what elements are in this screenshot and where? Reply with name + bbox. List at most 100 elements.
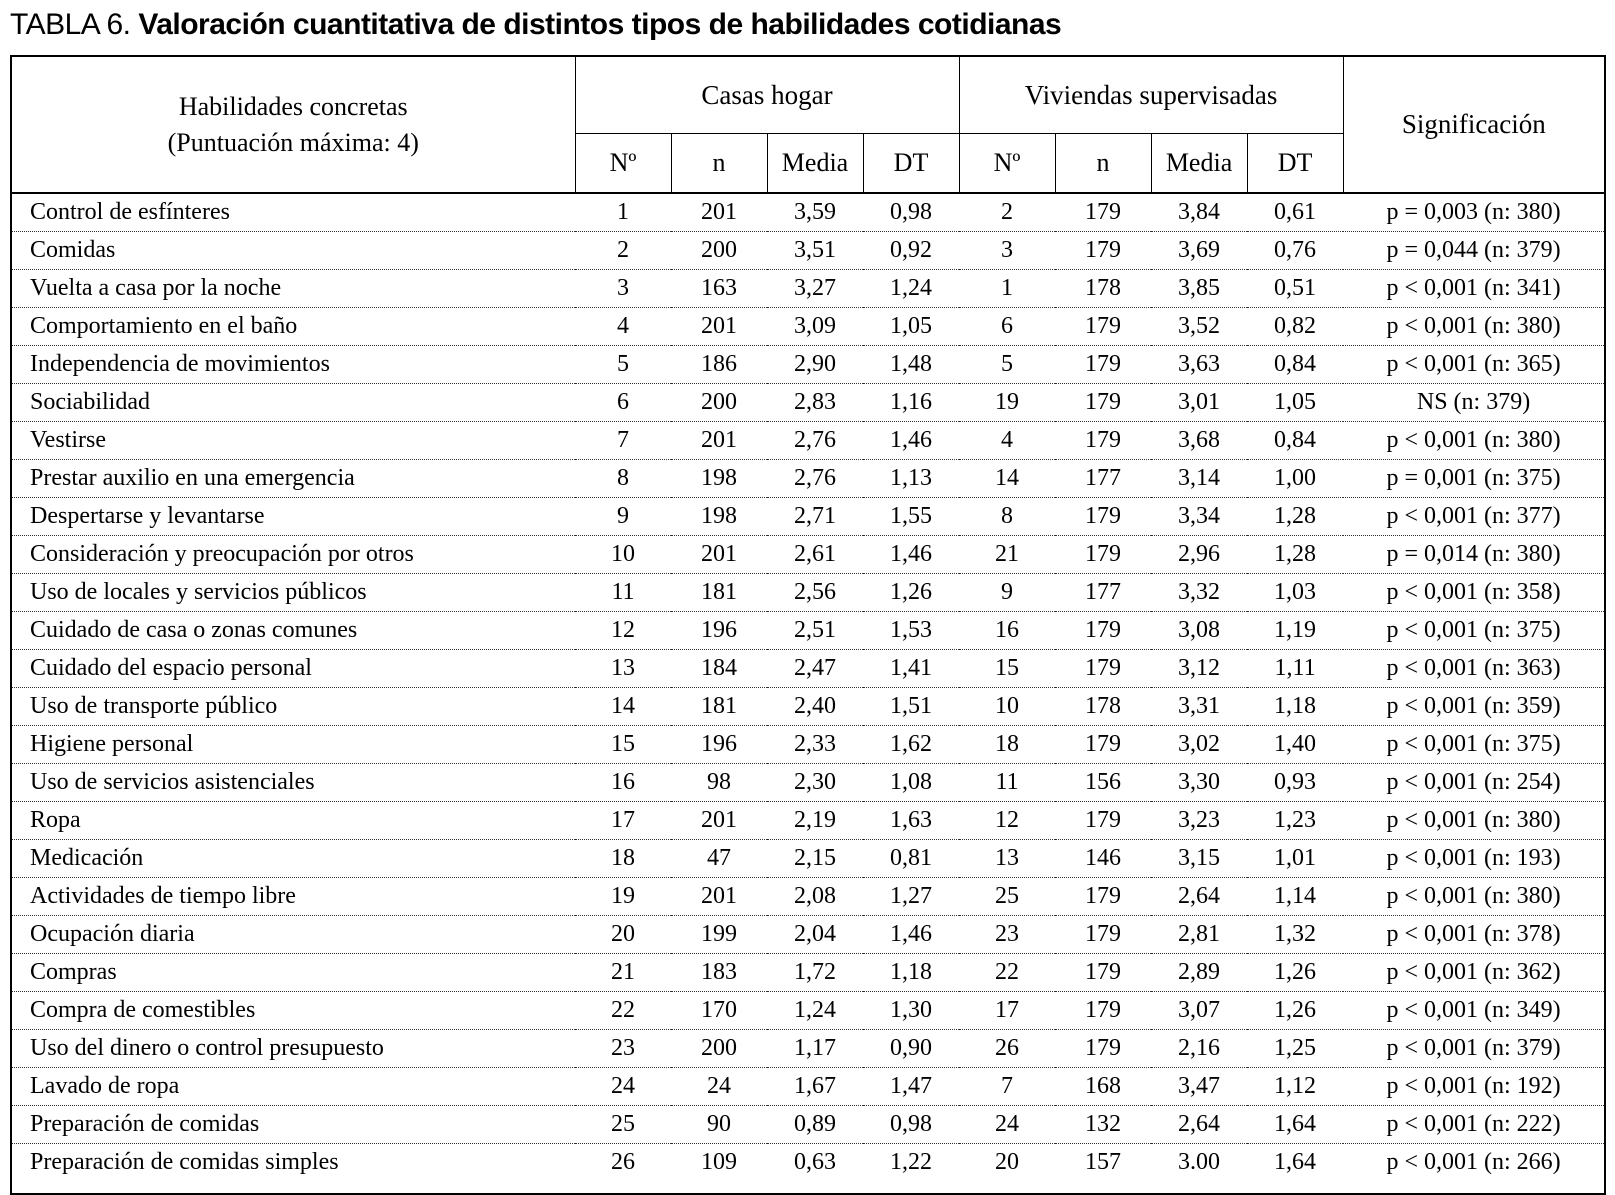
vs-n: 132 [1055, 1105, 1152, 1144]
vs-media: 3,84 [1178, 199, 1221, 225]
vs-media: 3,08 [1151, 611, 1248, 650]
ch-rank: 13 [575, 649, 671, 688]
vs-rank: 25 [959, 877, 1056, 916]
ch-n: 90 [671, 1105, 767, 1144]
vs-media: 3,02 [1151, 725, 1248, 764]
vs-media: 2,96 [1151, 535, 1248, 574]
vs-dt: 1,14 [1247, 877, 1344, 916]
ch-media: 2,30 [767, 763, 863, 802]
table-row: Comportamiento en el baño 4 201 3,09 1,05 6 17… [11, 307, 1606, 346]
vs-n: 179 [1055, 1029, 1152, 1068]
table-row: Actividades de tiempo libre 19 201 2,08 1,27… [11, 877, 1606, 916]
ch-n: 201 [671, 421, 767, 460]
table-body: Control de esfínteres 1 201 3,59 0,98 2 179 3,8… [11, 193, 1606, 1194]
vs-rank: 6 [959, 307, 1056, 346]
vs-media: 3,69 [1151, 231, 1248, 270]
vs-media: 3,63 [1151, 345, 1248, 384]
vs-dt: 1,01 [1247, 839, 1344, 878]
vs-rank: 20 [959, 1143, 1056, 1194]
ch-media: 1,67 [767, 1067, 863, 1106]
vs-n: 179 [1055, 649, 1152, 688]
ch-rank: 2 [575, 231, 671, 270]
skill-label: Uso de transporte público [11, 687, 575, 726]
ch-rank: 1 [617, 199, 629, 225]
subcolumn-vs-media: Media [1150, 133, 1248, 194]
vs-rank: 22 [959, 953, 1056, 992]
vs-rank: 19 [959, 383, 1056, 422]
column-header-significacion: Significación [1342, 55, 1606, 194]
vs-media: 3,15 [1151, 839, 1248, 878]
ch-n: 200 [671, 231, 767, 270]
vs-n: 179 [1055, 231, 1152, 270]
vs-rank: 2 [1001, 199, 1014, 225]
vs-n: 168 [1055, 1067, 1152, 1106]
table-row: Comidas 2 200 3,51 0,92 3 179 3,69 0,76 p = 0,044… [11, 231, 1606, 270]
vs-rank: 12 [959, 801, 1056, 840]
vs-media: 2,81 [1151, 915, 1248, 954]
significance-value: p < 0,001 (n: 222) [1343, 1105, 1606, 1144]
ch-rank: 21 [575, 953, 671, 992]
vs-n: 179 [1055, 915, 1152, 954]
significance-value: p < 0,001 (n: 193) [1343, 839, 1606, 878]
column-header-skills-line2: (Puntuación máxima: 4) [167, 127, 419, 157]
subcolumn-vs-n: n [1054, 133, 1152, 194]
ch-rank: 10 [575, 535, 671, 574]
skill-label: Comidas [11, 231, 575, 270]
vs-n: 179 [1055, 725, 1152, 764]
table-row: Lavado de ropa 24 24 1,67 1,47 7 168 3,47 1,12 p … [11, 1067, 1606, 1106]
skill-label: Uso de servicios asistenciales [11, 763, 575, 802]
ch-dt: 1,41 [863, 649, 960, 688]
skill-label: Compras [11, 953, 575, 992]
vs-n: 179 [1055, 383, 1152, 422]
vs-dt: 1,03 [1247, 573, 1344, 612]
ch-rank: 23 [575, 1029, 671, 1068]
table-title: TABLA 6. Valoración cuantitativa de dist… [10, 8, 1615, 42]
ch-media: 2,19 [767, 801, 863, 840]
ch-rank: 17 [575, 801, 671, 840]
ch-dt: 0,92 [863, 231, 960, 270]
table-row: Medicación 18 47 2,15 0,81 13 146 3,15 1,01 p < 0… [11, 839, 1606, 878]
significance-value: p < 0,001 (n: 380) [1343, 877, 1606, 916]
ch-media: 2,76 [767, 421, 863, 460]
subcolumn-ch-dt: DT [862, 133, 960, 194]
ch-rank: 15 [575, 725, 671, 764]
ch-rank: 11 [575, 573, 671, 612]
vs-dt: 1,28 [1247, 497, 1344, 536]
skill-label: Uso del dinero o control presupuesto [11, 1029, 575, 1068]
vs-dt: 0,82 [1247, 307, 1344, 346]
ch-n: 201 [701, 199, 737, 225]
ch-dt: 1,53 [863, 611, 960, 650]
vs-media: 3,30 [1151, 763, 1248, 802]
ch-rank: 22 [575, 991, 671, 1030]
ch-n: 196 [671, 611, 767, 650]
vs-media: 3,31 [1151, 687, 1248, 726]
ch-n: 183 [671, 953, 767, 992]
significance-value: p < 0,001 (n: 380) [1343, 307, 1606, 346]
ch-rank: 12 [575, 611, 671, 650]
vs-dt: 1,40 [1247, 725, 1344, 764]
vs-n: 146 [1055, 839, 1152, 878]
subcolumn-ch-media: Media [766, 133, 864, 194]
ch-rank: 19 [575, 877, 671, 916]
vs-media: 3,32 [1151, 573, 1248, 612]
ch-dt: 1,13 [863, 459, 960, 498]
vs-n: 179 [1055, 953, 1152, 992]
table-row: Uso del dinero o control presupuesto 23 20… [11, 1029, 1606, 1068]
skill-label: Vestirse [11, 421, 575, 460]
significance-value: p < 0,001 (n: 363) [1343, 649, 1606, 688]
ch-dt: 0,98 [863, 1105, 960, 1144]
ch-media: 2,76 [767, 459, 863, 498]
vs-rank: 17 [959, 991, 1056, 1030]
vs-n: 178 [1055, 687, 1152, 726]
vs-dt: 1,12 [1247, 1067, 1344, 1106]
ch-media: 2,51 [767, 611, 863, 650]
table-row: Preparación de comidas 25 90 0,89 0,98 24 132 2… [11, 1105, 1606, 1144]
vs-dt: 0,84 [1247, 345, 1344, 384]
skill-label: Despertarse y levantarse [11, 497, 575, 536]
vs-rank: 4 [959, 421, 1056, 460]
significance-value: p < 0,001 (n: 379) [1343, 1029, 1606, 1068]
table-row: Independencia de movimientos 5 186 2,90 1,48… [11, 345, 1606, 384]
significance-value: p < 0,001 (n: 375) [1343, 611, 1606, 650]
vs-dt: 1,11 [1247, 649, 1344, 688]
vs-rank: 3 [959, 231, 1056, 270]
